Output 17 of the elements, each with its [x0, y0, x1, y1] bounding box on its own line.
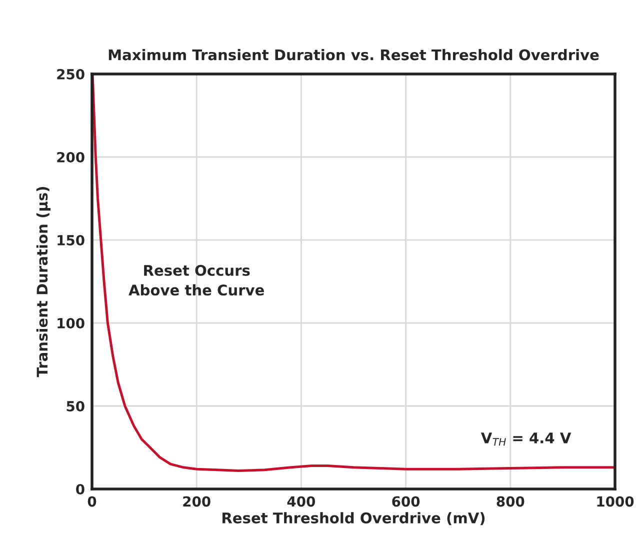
x-tick-label: 800: [496, 496, 524, 507]
x-axis-title: Reset Threshold Overdrive (mV): [222, 512, 485, 526]
x-tick-label: 0: [88, 496, 96, 507]
y-tick-label: 150: [58, 234, 84, 246]
y-tick-label: 200: [57, 152, 84, 162]
chart-title: Maximum Transient Duration vs. Reset Threshold Overdrive: [108, 49, 599, 60]
annotation: Reset Occurs Above the Curve: [128, 264, 264, 296]
x-tick-label: 200: [183, 496, 210, 507]
x-tick-label: 1000: [597, 496, 634, 507]
y-tick-label: 50: [66, 400, 84, 412]
y-tick-label: 250: [57, 68, 84, 80]
y-tick-label: 0: [76, 484, 84, 494]
x-tick-label: 600: [392, 496, 420, 507]
annotation: V$_{TH}$ = 4.4 V: [480, 432, 572, 446]
y-axis-title: Transient Duration (µs): [36, 187, 51, 378]
y-tick-label: 100: [58, 318, 84, 328]
x-tick-label: 400: [287, 496, 316, 507]
